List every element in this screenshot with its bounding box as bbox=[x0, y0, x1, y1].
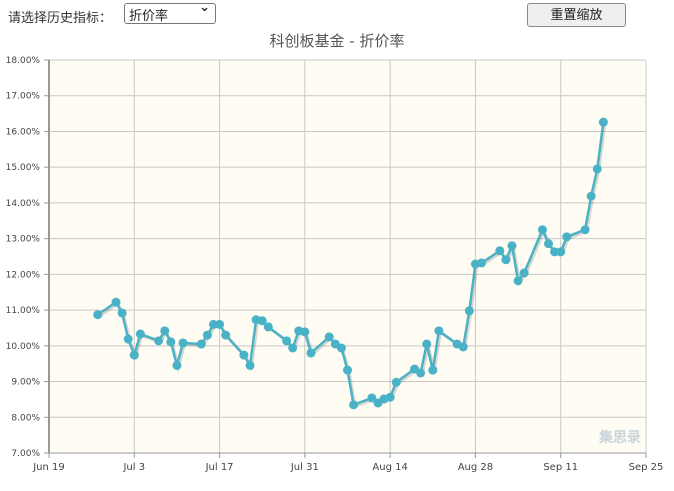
data-point[interactable] bbox=[537, 225, 547, 235]
plot-area bbox=[49, 60, 646, 453]
data-point[interactable] bbox=[385, 392, 395, 402]
data-point[interactable] bbox=[367, 393, 377, 403]
data-point[interactable] bbox=[123, 334, 133, 344]
data-point[interactable] bbox=[300, 327, 310, 337]
y-tick-label: 14.00% bbox=[6, 199, 41, 209]
data-point[interactable] bbox=[239, 350, 249, 360]
data-point[interactable] bbox=[257, 316, 267, 326]
y-tick-label: 11.00% bbox=[6, 306, 41, 316]
data-point[interactable] bbox=[129, 350, 139, 360]
data-point[interactable] bbox=[196, 339, 206, 349]
reset-zoom-button[interactable]: 重置缩放 bbox=[527, 3, 626, 27]
data-point[interactable] bbox=[172, 360, 182, 370]
data-point[interactable] bbox=[391, 377, 401, 387]
data-point[interactable] bbox=[513, 276, 523, 286]
data-point[interactable] bbox=[135, 329, 145, 339]
data-point[interactable] bbox=[519, 268, 529, 278]
data-point[interactable] bbox=[93, 310, 103, 320]
data-point[interactable] bbox=[422, 339, 432, 349]
y-tick-label: 8.00% bbox=[11, 413, 40, 423]
data-point[interactable] bbox=[562, 232, 572, 242]
data-point[interactable] bbox=[111, 297, 121, 307]
data-point[interactable] bbox=[416, 368, 426, 378]
data-point[interactable] bbox=[160, 326, 170, 336]
data-point[interactable] bbox=[580, 225, 590, 235]
data-point[interactable] bbox=[215, 319, 225, 329]
data-point[interactable] bbox=[117, 308, 127, 318]
data-point[interactable] bbox=[598, 117, 608, 127]
y-tick-label: 17.00% bbox=[6, 92, 41, 102]
data-point[interactable] bbox=[477, 258, 487, 268]
data-point[interactable] bbox=[458, 342, 468, 352]
data-point[interactable] bbox=[343, 365, 352, 375]
data-point[interactable] bbox=[202, 330, 212, 340]
data-point[interactable] bbox=[288, 343, 298, 353]
y-tick-label: 12.00% bbox=[6, 270, 41, 280]
data-point[interactable] bbox=[495, 246, 505, 256]
data-point[interactable] bbox=[324, 332, 334, 342]
data-point[interactable] bbox=[556, 247, 566, 257]
select-label: 请选择历史指标： bbox=[8, 11, 113, 26]
x-tick-label: Jul 3 bbox=[122, 462, 145, 473]
data-point[interactable] bbox=[154, 336, 164, 346]
data-point[interactable] bbox=[166, 337, 176, 347]
data-point[interactable] bbox=[306, 348, 316, 358]
data-point[interactable] bbox=[221, 330, 231, 340]
y-tick-label: 18.00% bbox=[6, 56, 41, 66]
x-tick-label: Aug 28 bbox=[458, 462, 493, 473]
y-tick-label: 10.00% bbox=[6, 342, 41, 352]
chart-title: 科创板基金 - 折价率 bbox=[270, 32, 405, 50]
x-tick-label: Jun 19 bbox=[32, 462, 65, 473]
data-point[interactable] bbox=[428, 365, 438, 375]
y-tick-label: 13.00% bbox=[6, 235, 41, 245]
y-tick-label: 9.00% bbox=[11, 378, 40, 388]
indicator-select[interactable]: 折价率 bbox=[124, 0, 216, 24]
x-tick-label: Sep 11 bbox=[543, 462, 578, 473]
y-tick-label: 15.00% bbox=[6, 163, 41, 173]
data-point[interactable] bbox=[507, 241, 517, 251]
data-point[interactable] bbox=[544, 239, 554, 249]
data-point[interactable] bbox=[464, 306, 474, 316]
data-point[interactable] bbox=[245, 360, 255, 370]
data-point[interactable] bbox=[336, 343, 346, 353]
data-point[interactable] bbox=[263, 322, 273, 332]
y-tick-label: 16.00% bbox=[6, 127, 41, 137]
data-point[interactable] bbox=[282, 336, 292, 346]
x-tick-label: Sep 25 bbox=[629, 462, 664, 473]
data-point[interactable] bbox=[586, 191, 596, 201]
data-point[interactable] bbox=[501, 255, 511, 265]
x-tick-label: Jul 31 bbox=[290, 462, 319, 473]
x-tick-label: Aug 14 bbox=[372, 462, 407, 473]
indicator-select-value: 折价率 bbox=[129, 9, 169, 24]
data-point[interactable] bbox=[349, 400, 359, 410]
x-tick-label: Jul 17 bbox=[205, 462, 234, 473]
data-point[interactable] bbox=[592, 164, 602, 174]
data-point[interactable] bbox=[434, 326, 444, 336]
watermark: 集思录 bbox=[598, 429, 641, 446]
y-tick-label: 7.00% bbox=[11, 449, 40, 459]
data-point[interactable] bbox=[178, 338, 188, 348]
